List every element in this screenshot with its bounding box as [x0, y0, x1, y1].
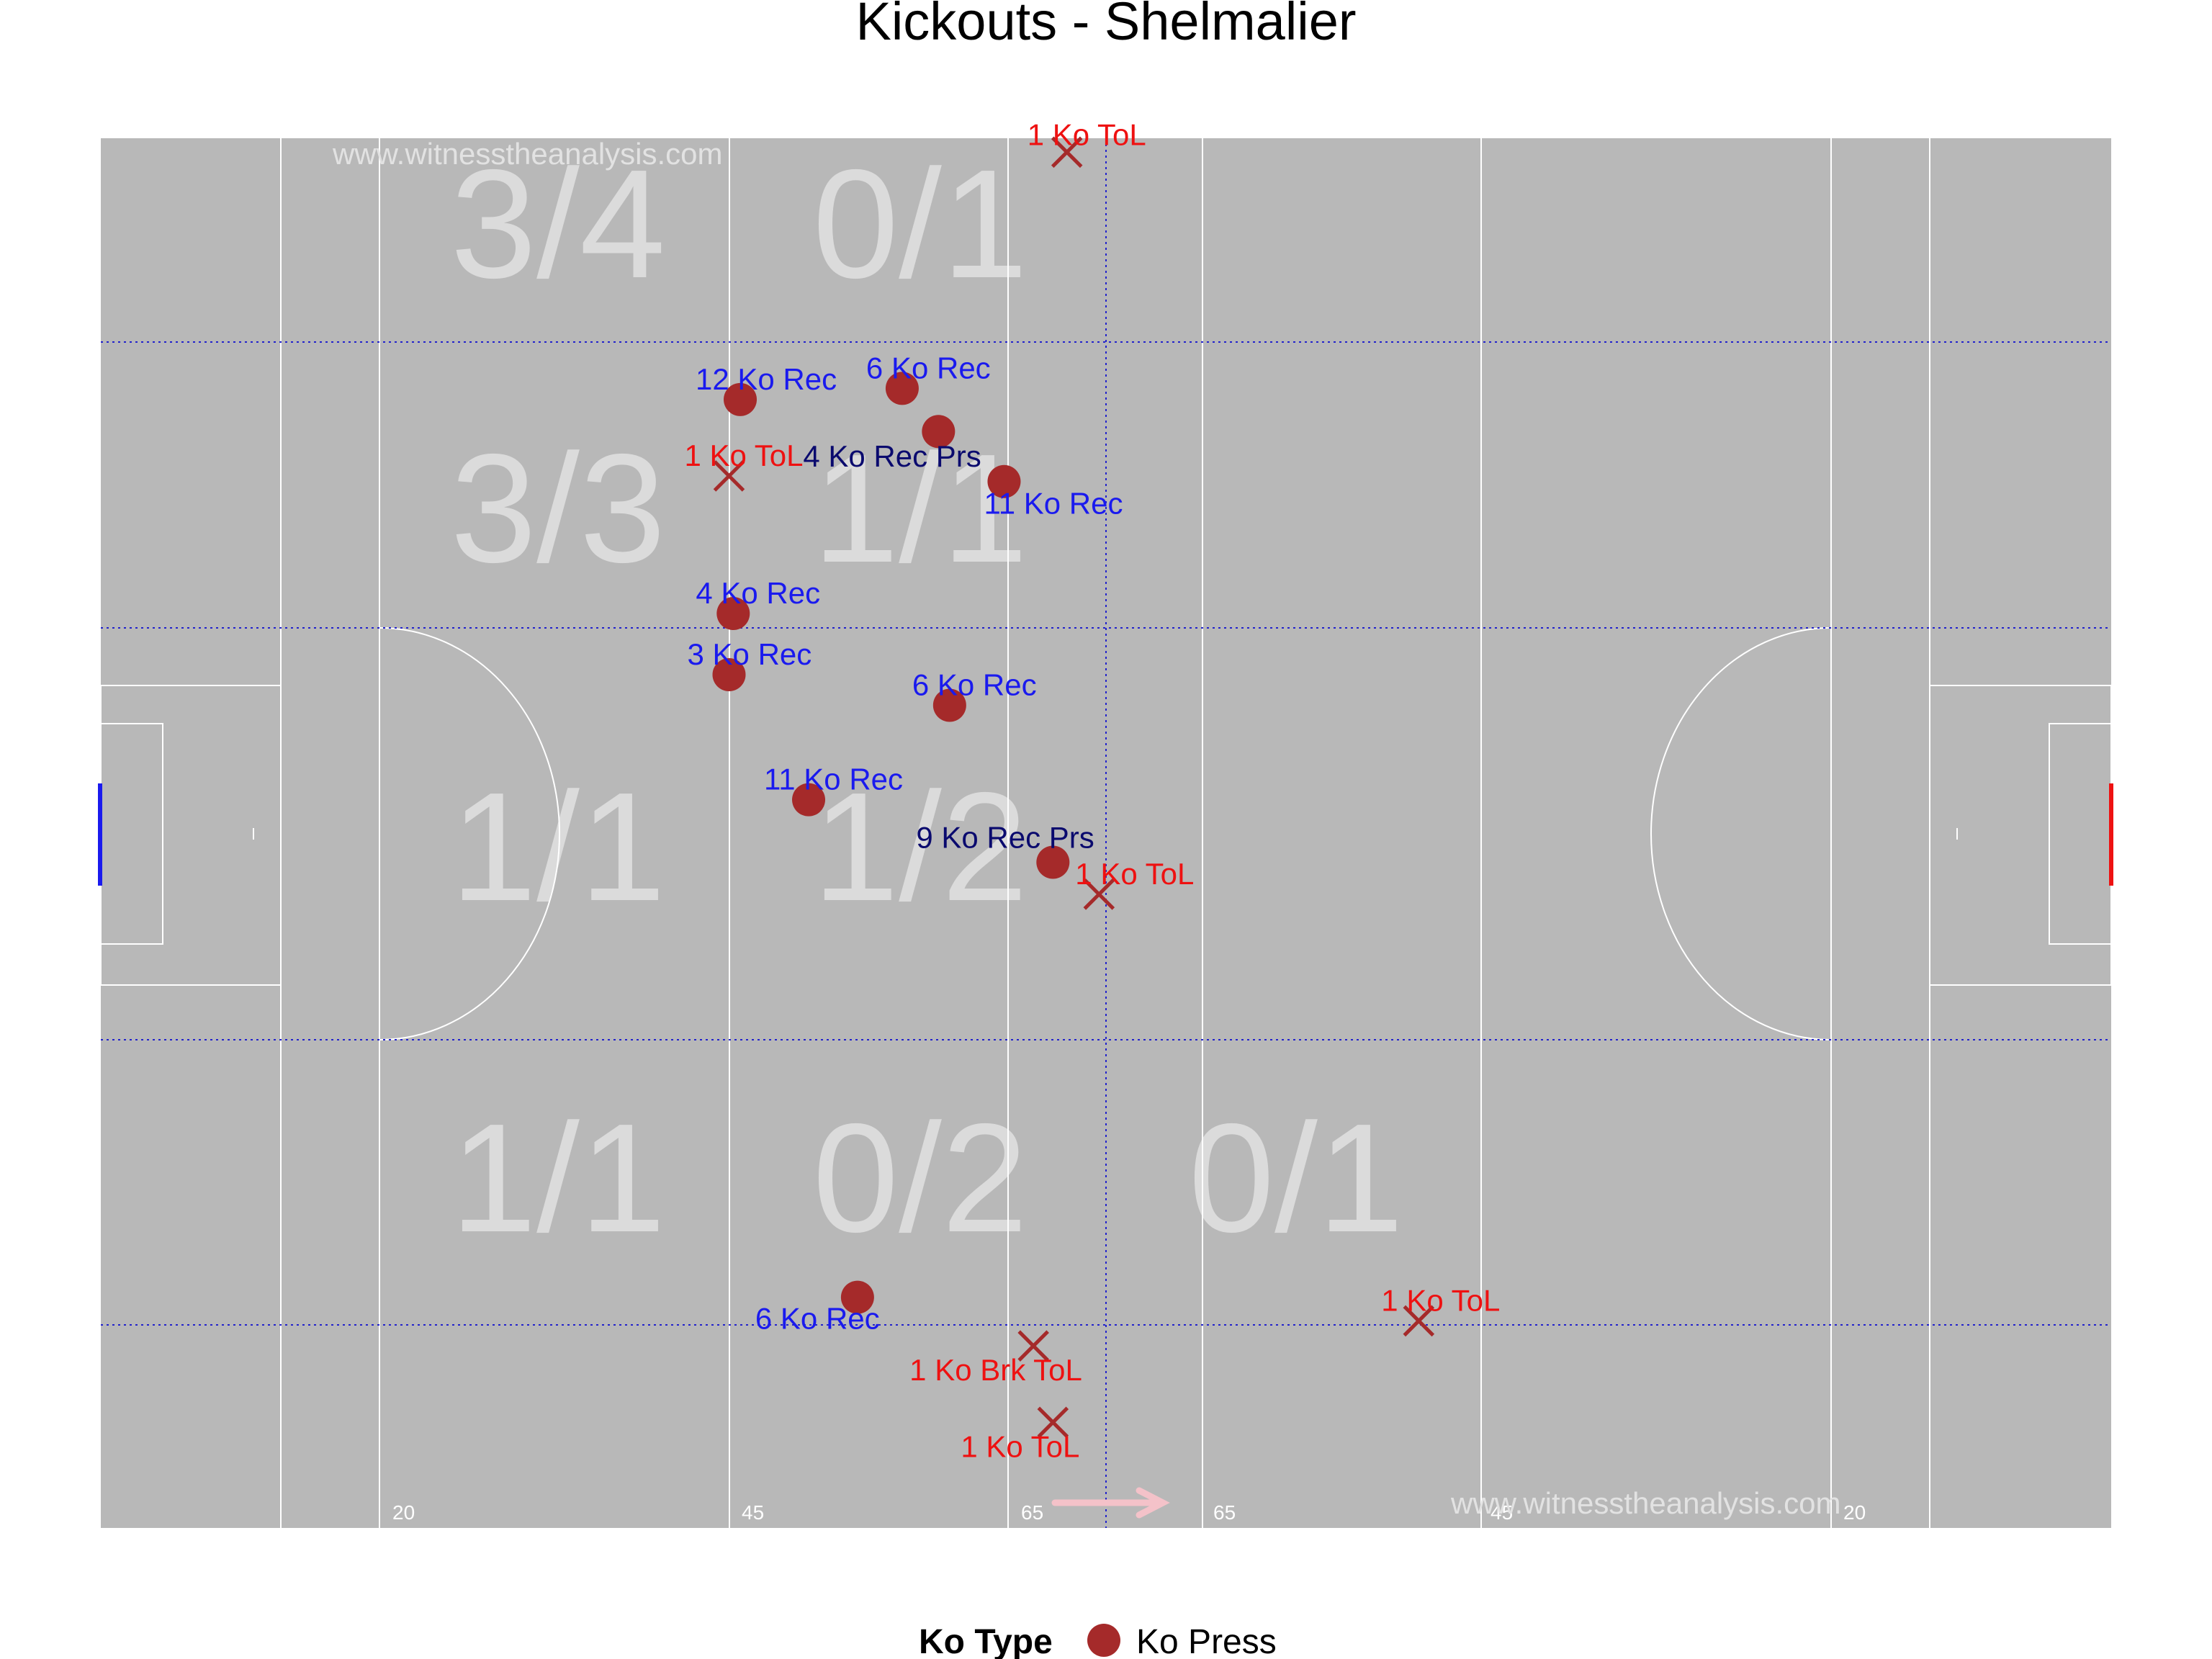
kickout-point-13: 1 Ko Brk ToL — [909, 1330, 1082, 1387]
win-marker — [1036, 845, 1070, 879]
distance-label-1: 45 — [742, 1501, 764, 1524]
loss-marker-stroke — [1017, 1330, 1049, 1362]
point-label: 1 Ko Brk ToL — [909, 1353, 1082, 1387]
pitch-markings — [100, 138, 2112, 1528]
point-label: 9 Ko Rec Prs — [916, 821, 1094, 855]
zone-dividers — [101, 138, 2111, 1528]
kickout-point-2: 6 Ko Rec — [866, 351, 991, 405]
zone-count-upper-mid: 1/1 — [813, 421, 1028, 595]
point-label: 6 Ko Rec — [755, 1302, 880, 1336]
kickout-point-11: 1 Ko ToL — [1075, 857, 1194, 910]
win-marker — [987, 464, 1021, 498]
win-marker — [724, 382, 757, 416]
watermark-bottom: www.witnesstheanalysis.com — [1450, 1486, 1841, 1520]
point-label: 1 Ko ToL — [685, 439, 804, 472]
kickout-point-6: 4 Ko Rec — [696, 576, 820, 631]
arc-right — [1650, 627, 1832, 1040]
win-marker — [885, 372, 919, 405]
kickout-point-14: 1 Ko ToL — [961, 1406, 1079, 1463]
kickout-point-5: 11 Ko Rec — [984, 464, 1123, 521]
loss-marker-stroke — [1403, 1305, 1435, 1337]
zone-count-bottom-own: 1/1 — [451, 1091, 666, 1264]
distance-label-3: 65 — [1213, 1501, 1236, 1524]
zone-count-top-own: 3/4 — [451, 137, 666, 310]
point-label: 1 Ko ToL — [1028, 117, 1146, 151]
legend: Ko Type Ko Press — [919, 1623, 1277, 1659]
kickout-point-10: 9 Ko Rec Prs — [916, 821, 1094, 879]
point-label: 1 Ko ToL — [1075, 857, 1194, 891]
point-label: 11 Ko Rec — [764, 763, 903, 796]
kickout-point-4: 4 Ko Rec Prs — [803, 415, 981, 473]
legend-ko-press-swatch — [1087, 1624, 1120, 1657]
kickout-point-12: 6 Ko Rec — [755, 1280, 880, 1336]
direction-arrow — [1051, 1487, 1170, 1519]
distance-label-5: 20 — [1843, 1501, 1866, 1524]
zone-count-upper-own: 3/3 — [451, 421, 666, 595]
kickout-point-1: 12 Ko Rec — [696, 362, 837, 416]
kickout-point-7: 3 Ko Rec — [688, 637, 812, 691]
point-label: 1 Ko ToL — [961, 1429, 1079, 1463]
zone-count-center-own: 1/1 — [451, 760, 666, 933]
distance-labels: 20 45 65 65 45 20 — [392, 1501, 1866, 1524]
point-label: 4 Ko Rec — [696, 576, 820, 610]
arc-left — [379, 627, 560, 1040]
kickout-point-0: 1 Ko ToL — [1028, 117, 1146, 168]
point-label: 4 Ko Rec Prs — [803, 439, 981, 473]
chart-title: Kickouts - Shelmalier — [855, 0, 1356, 51]
zone-count-center-mid: 1/2 — [813, 760, 1028, 933]
zone-count-bottom-mid: 0/2 — [813, 1091, 1028, 1264]
legend-title: Ko Type — [919, 1623, 1053, 1659]
win-marker — [932, 688, 966, 722]
point-label: 6 Ko Rec — [866, 351, 991, 385]
loss-marker-stroke — [1051, 136, 1083, 168]
win-marker — [716, 597, 750, 631]
loss-marker-stroke — [1037, 1406, 1069, 1439]
watermark-top: www.witnesstheanalysis.com — [332, 137, 723, 171]
distance-label-4: 45 — [1491, 1501, 1513, 1524]
kickout-point-9: 11 Ko Rec — [764, 763, 903, 817]
point-label: 11 Ko Rec — [984, 487, 1123, 521]
point-label: 3 Ko Rec — [688, 637, 812, 671]
zone-count-bottom-far: 0/1 — [1189, 1091, 1404, 1264]
distance-label-0: 20 — [392, 1501, 415, 1524]
goal-left-marker — [98, 783, 102, 886]
legend-ko-press-label: Ko Press — [1136, 1623, 1277, 1659]
distance-label-2: 65 — [1021, 1501, 1043, 1524]
win-marker — [792, 783, 826, 817]
win-marker — [922, 415, 956, 449]
goal-right-marker — [2109, 783, 2113, 886]
win-marker — [712, 657, 746, 691]
kickout-point-3: 1 Ko ToL — [685, 439, 804, 492]
win-marker — [840, 1280, 874, 1314]
zone-count-top-mid: 0/1 — [813, 137, 1028, 310]
zone-counts: 3/4 0/1 3/3 1/1 1/1 1/2 1/1 0/2 0/1 — [451, 137, 1404, 1264]
point-label: 6 Ko Rec — [912, 667, 1037, 701]
kickout-point-8: 6 Ko Rec — [912, 667, 1037, 722]
kickout-point-15: 1 Ko ToL — [1381, 1283, 1500, 1337]
loss-marker-stroke — [1083, 878, 1115, 910]
point-label: 12 Ko Rec — [696, 362, 837, 396]
loss-marker-stroke — [713, 460, 745, 492]
point-label: 1 Ko ToL — [1381, 1283, 1500, 1317]
